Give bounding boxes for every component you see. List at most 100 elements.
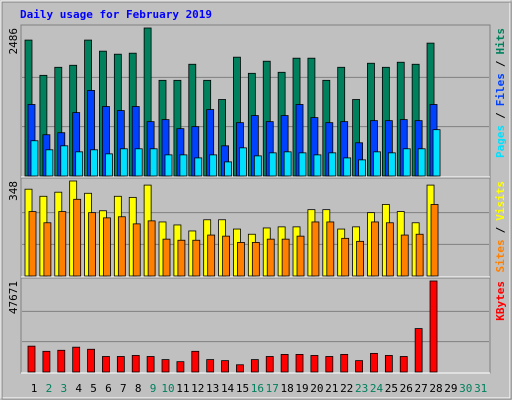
bar — [146, 356, 155, 373]
bar — [132, 223, 141, 277]
y-tick-label: 2486 — [7, 28, 20, 55]
legend: Sites / Visits — [494, 181, 507, 273]
bar — [341, 237, 350, 277]
x-tick-label: 16 — [251, 382, 264, 395]
x-tick-label: 25 — [385, 382, 398, 395]
bar — [417, 148, 426, 177]
bar — [414, 328, 423, 373]
bar — [119, 148, 128, 177]
x-tick-label: 27 — [415, 382, 428, 395]
bar — [58, 211, 67, 277]
bar — [373, 151, 381, 177]
bar — [432, 129, 441, 177]
x-tick-label: 20 — [310, 382, 323, 395]
bar — [328, 152, 337, 177]
bar — [237, 242, 245, 277]
legend: KBytes — [494, 281, 507, 321]
bar — [296, 235, 305, 277]
legend-entry: Hits — [494, 28, 507, 55]
x-tick-label: 14 — [221, 382, 235, 395]
bar — [206, 359, 215, 373]
x-tick-label: 7 — [120, 382, 127, 395]
chart-title: Daily usage for February 2019 — [20, 8, 212, 21]
bar — [224, 161, 232, 177]
legend-separator: / — [494, 112, 507, 119]
bar — [117, 216, 126, 277]
bar — [73, 198, 82, 277]
bar — [266, 238, 275, 277]
bar — [310, 355, 319, 373]
legend-entry: Pages — [494, 125, 507, 158]
bar — [313, 154, 322, 177]
bar — [207, 234, 216, 277]
bar — [280, 354, 289, 373]
x-tick-label: 28 — [429, 382, 442, 395]
x-tick-label: 31 — [474, 382, 487, 395]
x-tick-label: 17 — [266, 382, 279, 395]
bar — [105, 153, 113, 177]
bar — [87, 348, 95, 373]
bar — [176, 361, 185, 373]
x-tick-label: 11 — [176, 382, 189, 395]
x-tick-label: 24 — [370, 382, 384, 395]
x-tick-label: 1 — [31, 382, 38, 395]
bar — [343, 157, 352, 177]
x-tick-label: 18 — [281, 382, 294, 395]
bar — [42, 350, 51, 373]
bar — [72, 346, 81, 373]
bar — [103, 217, 111, 277]
bar — [161, 359, 170, 373]
bar — [253, 155, 262, 177]
bar — [30, 140, 39, 177]
bar — [283, 151, 292, 177]
x-tick-label: 12 — [191, 382, 204, 395]
x-tick-label: 29 — [444, 382, 457, 395]
bar — [221, 360, 229, 373]
legend: Pages / Files / Hits — [494, 28, 507, 158]
bar — [149, 148, 158, 177]
bar — [281, 238, 290, 277]
bar — [102, 356, 110, 373]
bar — [265, 356, 274, 373]
bar — [311, 221, 320, 277]
bar — [147, 220, 156, 277]
bar — [191, 350, 200, 373]
bar — [27, 345, 36, 373]
bar — [358, 159, 366, 177]
y-tick-label: 47671 — [7, 281, 20, 314]
bar — [251, 242, 260, 277]
bar — [325, 356, 334, 373]
bar — [355, 360, 363, 373]
bar — [371, 221, 379, 277]
bar — [192, 239, 201, 277]
bar — [60, 145, 69, 177]
x-tick-label: 8 — [135, 382, 142, 395]
x-tick-label: 2 — [46, 382, 53, 395]
bar — [385, 222, 394, 277]
bar — [162, 238, 171, 277]
x-tick-label: 22 — [340, 382, 353, 395]
bar — [384, 355, 393, 373]
bar — [415, 233, 424, 277]
x-tick-label: 21 — [325, 382, 338, 395]
x-tick-label: 9 — [150, 382, 157, 395]
bar — [250, 359, 259, 373]
x-tick-label: 30 — [459, 382, 472, 395]
bar — [298, 152, 307, 177]
bar — [179, 154, 188, 177]
legend-entry: Visits — [494, 181, 507, 221]
bar — [43, 222, 52, 277]
bar — [222, 235, 230, 277]
panel — [20, 277, 491, 374]
bar — [430, 204, 439, 277]
bar — [387, 152, 396, 177]
bar — [88, 212, 96, 277]
x-tick-label: 26 — [400, 382, 413, 395]
bar — [295, 354, 304, 373]
bar — [268, 152, 277, 177]
bar — [57, 349, 66, 373]
bar — [402, 148, 411, 177]
bar — [194, 157, 203, 177]
